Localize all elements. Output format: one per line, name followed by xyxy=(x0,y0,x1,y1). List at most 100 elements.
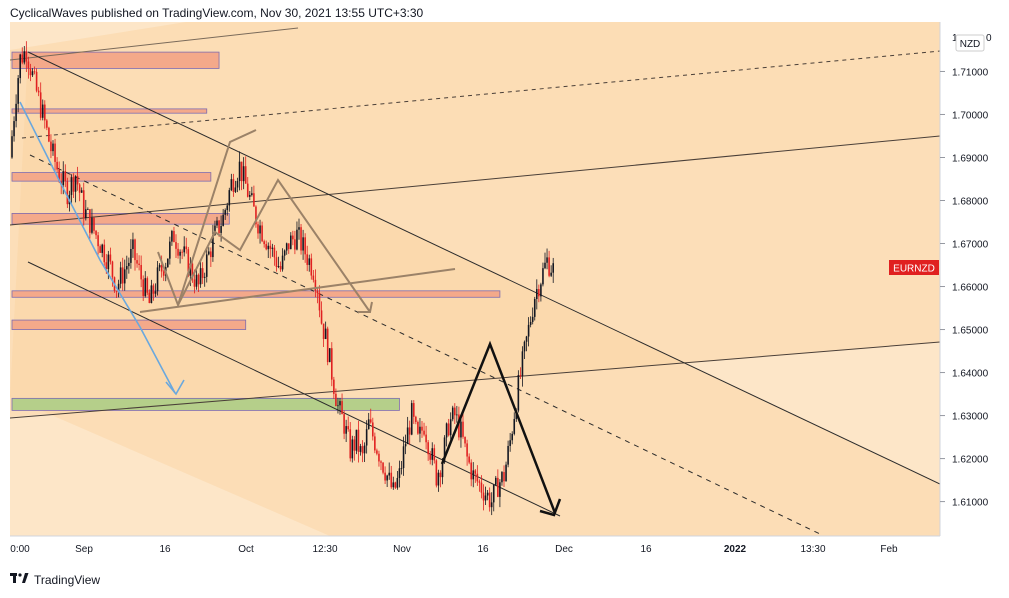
candle-body xyxy=(41,104,44,118)
candle-body xyxy=(290,235,292,250)
candle-body xyxy=(160,265,163,272)
candle-body xyxy=(244,166,247,184)
candle-body xyxy=(333,379,335,394)
candle-body xyxy=(536,289,538,299)
candle-body xyxy=(253,193,255,207)
candle-body xyxy=(419,426,421,434)
candle-body xyxy=(517,375,520,411)
candle-body xyxy=(13,121,15,137)
candle-body xyxy=(310,258,313,276)
candle-body xyxy=(39,92,42,118)
y-tick-label-partial: 0 xyxy=(986,33,992,44)
candle-body xyxy=(64,171,67,182)
candle-body xyxy=(357,429,360,452)
candle-body xyxy=(425,434,427,443)
candle-body xyxy=(226,205,229,211)
candle-body xyxy=(167,258,169,268)
candle-body xyxy=(130,249,132,263)
y-tick-label-partial: 1 xyxy=(952,33,958,44)
candle-body xyxy=(384,472,386,481)
support-resistance-zone xyxy=(11,108,208,114)
candle-body xyxy=(70,177,73,195)
candle-body xyxy=(525,336,528,342)
x-tick-label: Sep xyxy=(75,544,93,555)
candle-body xyxy=(314,279,317,291)
candle-body xyxy=(531,316,534,322)
candle-body xyxy=(298,227,300,230)
candle-body xyxy=(91,217,93,233)
x-tick-label: 16 xyxy=(477,544,489,555)
candle-body xyxy=(105,262,108,270)
y-tick-label: 1.62000 xyxy=(952,455,989,466)
candle-body xyxy=(382,462,384,473)
candle-body xyxy=(503,472,505,482)
candle-body xyxy=(115,290,118,292)
price-chart[interactable]: 1.61000 1.62000 1.63000 1.64000 1.65000 1.660… xyxy=(0,22,1000,567)
candle-body xyxy=(388,472,390,476)
candle-body xyxy=(484,495,487,501)
candle-body xyxy=(439,472,442,478)
candle-body xyxy=(359,446,362,452)
candle-body xyxy=(437,472,440,486)
candle-body xyxy=(33,71,36,73)
candle-body xyxy=(292,235,294,240)
candle-body xyxy=(132,239,134,250)
candle-body xyxy=(21,54,24,63)
footer-brand[interactable]: TradingView xyxy=(34,572,101,587)
candle-body xyxy=(50,141,52,152)
candle-body xyxy=(199,268,202,285)
candle-body xyxy=(31,71,34,76)
candle-body xyxy=(187,249,190,276)
candle-body xyxy=(454,407,456,416)
candle-body xyxy=(89,209,91,233)
candle-body xyxy=(82,190,85,219)
candle-body xyxy=(306,254,308,265)
candle-body xyxy=(246,183,249,197)
y-axis[interactable]: 1.61000 1.62000 1.63000 1.64000 1.65000 1.660… xyxy=(940,33,992,509)
candle-body xyxy=(257,224,259,234)
chart-svg[interactable]: 1.61000 1.62000 1.63000 1.64000 1.65000 1.660… xyxy=(0,22,1000,567)
candle-body xyxy=(460,421,462,438)
candle-body xyxy=(259,225,261,234)
candle-body xyxy=(404,444,407,447)
candle-body xyxy=(185,246,188,250)
candle-body xyxy=(148,292,151,304)
candle-body xyxy=(80,190,83,193)
candle-body xyxy=(273,247,276,258)
candle-body xyxy=(193,279,196,287)
y-tick-label: 1.68000 xyxy=(952,197,989,208)
candle-body xyxy=(121,267,124,284)
candle-body xyxy=(29,68,32,76)
candle-body xyxy=(232,179,235,192)
brown-arrowhead xyxy=(358,301,373,313)
candle-body xyxy=(222,214,224,226)
candle-body xyxy=(230,179,233,191)
candle-body xyxy=(279,266,282,270)
candle-body xyxy=(107,254,110,270)
candle-body xyxy=(156,267,159,292)
candle-body xyxy=(126,266,128,270)
candle-body xyxy=(324,328,327,339)
x-tick-label: 12:30 xyxy=(312,544,337,555)
candle-body xyxy=(495,477,497,485)
candle-body xyxy=(214,225,216,235)
symbol-label: EURNZD xyxy=(893,264,935,275)
y-tick-label: 1.64000 xyxy=(952,369,989,380)
candle-body xyxy=(234,187,237,192)
candle-body xyxy=(136,260,138,264)
candle-body xyxy=(152,285,155,294)
candle-body xyxy=(128,262,130,267)
candle-body xyxy=(134,239,136,261)
candle-body xyxy=(413,403,415,417)
x-axis[interactable]: 0:00 Sep 16 Oct 12:30 Nov 16 Dec 16 2022 13:30 Feb xyxy=(10,544,898,555)
candle-body xyxy=(78,184,81,193)
candle-body xyxy=(267,245,270,250)
candle-body xyxy=(466,443,468,457)
candle-body xyxy=(367,419,370,430)
candle-body xyxy=(263,241,265,245)
candle-body xyxy=(15,103,17,122)
candle-body xyxy=(195,274,198,287)
candle-body xyxy=(191,263,194,280)
candle-body xyxy=(183,246,185,253)
candle-body xyxy=(19,54,21,79)
